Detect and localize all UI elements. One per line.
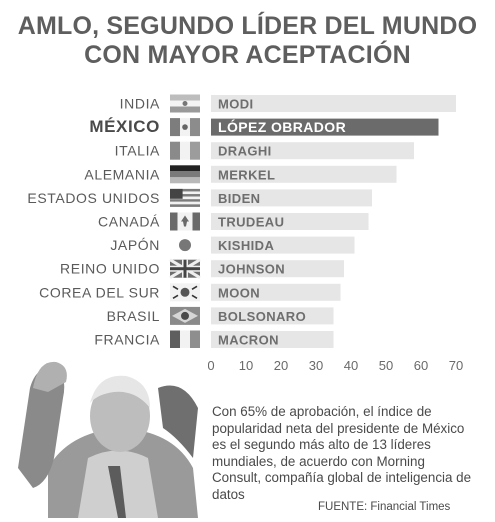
mexico-flag-icon [170,118,200,137]
france-flag-icon [170,330,200,349]
india-flag-icon [170,94,200,113]
bar-corea-del-sur [211,283,341,301]
leader-label: TRUDEAU [218,215,284,230]
source-value: Financial Times [370,501,451,513]
leader-label: BIDEN [218,191,260,206]
leader-label: MOON [218,285,260,300]
usa-flag-icon [170,188,200,207]
bar-estados-unidos [211,189,372,207]
x-tick-label: 10 [239,358,253,373]
leader-label: BOLSONARO [218,309,306,324]
country-label: JAPÓN [110,237,160,253]
x-tick-label: 0 [207,358,214,373]
bar-méxico [211,118,439,136]
leader-label: MODI [218,97,254,112]
south-korea-flag-icon [170,283,200,302]
leader-label: JOHNSON [218,262,285,277]
bar-japón [211,236,355,254]
leader-label: LÓPEZ OBRADOR [218,118,346,135]
source-note: FUENTE: Financial Times [318,501,450,513]
bar-india [211,95,456,112]
country-label: ESTADOS UNIDOS [27,190,160,206]
brazil-flag-icon [170,306,200,325]
country-label: REINO UNIDO [60,261,160,277]
country-label: MÉXICO [89,117,160,136]
x-tick-label: 40 [344,358,358,373]
x-tick-label: 30 [309,358,323,373]
bar-canadá [211,213,369,230]
country-label: COREA DEL SUR [39,284,160,300]
chart-caption: Con 65% de aprobación, el índice de popu… [212,404,472,502]
leader-label: MERKEL [218,167,275,182]
canada-flag-icon [170,212,200,231]
bar-brasil [211,307,334,325]
italy-flag-icon [170,141,200,160]
chart-title: AMLO, SEGUNDO LÍDER DEL MUNDO CON MAYOR … [0,12,495,70]
bar-alemania [211,165,397,183]
japan-flag-icon [179,239,191,252]
leader-label: DRAGHI [218,144,272,159]
bar-reino-unido [211,260,344,278]
germany-flag-icon [170,165,200,184]
title-line-2: CON MAYOR ACEPTACIÓN [84,41,411,69]
country-label: BRASIL [107,308,160,324]
source-label: FUENTE: [318,501,368,513]
president-photo [8,348,208,518]
bar-francia [211,331,334,348]
uk-flag-icon [169,258,201,279]
x-tick-label: 60 [414,358,428,373]
leader-label: KISHIDA [218,238,274,253]
country-label: FRANCIA [94,332,160,348]
x-tick-label: 50 [379,358,393,373]
title-line-1: AMLO, SEGUNDO LÍDER DEL MUNDO [17,12,478,40]
bar-italia [211,142,414,160]
country-label: ITALIA [115,143,160,159]
country-label: CANADÁ [98,214,160,230]
x-tick-label: 20 [274,358,288,373]
country-label: INDIA [120,96,160,112]
leader-label: MACRON [218,333,279,348]
bar-chart: INDIA MODI MÉXICO LÓPEZ OBRADOR ITALIA DRAGHI… [27,94,463,373]
country-label: ALEMANIA [84,166,160,182]
x-tick-label: 70 [449,358,463,373]
